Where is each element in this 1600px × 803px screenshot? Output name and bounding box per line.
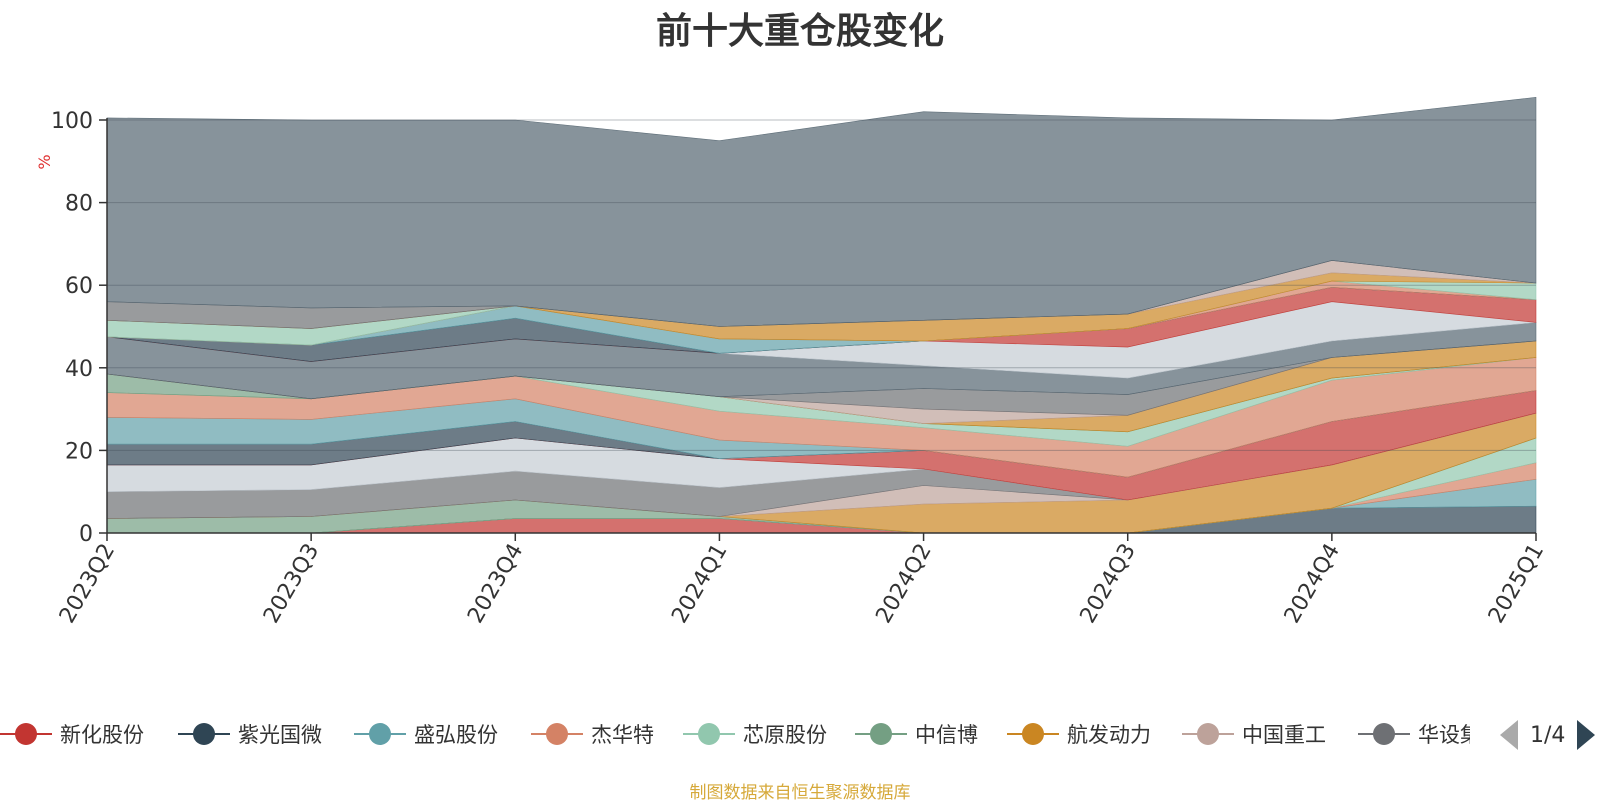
legend-item[interactable]: 中国重工 (1182, 716, 1326, 752)
y-axis-label: % (35, 154, 54, 169)
legend-swatch-icon (0, 723, 52, 745)
y-tick-label: 100 (51, 109, 93, 134)
stacked-area-chart: 0 20 40 60 80 100 2023Q2 2023Q3 2023Q4 2024Q1 2024… (35, 96, 1549, 628)
legend-page-indicator: 1/4 (1530, 722, 1566, 748)
legend-swatch-icon (1182, 723, 1234, 745)
legend-item[interactable]: 航发动力 (1007, 716, 1151, 752)
legend-label: 华设集团 (1418, 723, 1470, 747)
y-tick-label: 20 (65, 439, 93, 464)
legend-label: 中信博 (915, 723, 978, 747)
x-tick-label: 2023Q4 (463, 540, 528, 628)
area-series-29[interactable] (106, 96, 1537, 327)
legend-swatch-icon (1358, 723, 1410, 745)
area-layers (106, 96, 1537, 534)
x-tick-label: 2023Q3 (259, 540, 324, 628)
legend-swatch-icon (855, 723, 907, 745)
data-source-note: 制图数据来自恒生聚源数据库 (689, 783, 911, 803)
legend-label: 新化股份 (60, 723, 144, 747)
grid-lines (107, 119, 1536, 451)
x-tick-label: 2024Q4 (1280, 540, 1345, 628)
x-tick-label: 2025Q1 (1484, 540, 1549, 628)
legend-label: 紫光国微 (238, 723, 322, 747)
legend: 新化股份 紫光国微 盛弘股份 杰华特 芯原股份 中信博 航发动力 中国重工 华设集团 (0, 716, 1470, 752)
legend-label: 杰华特 (591, 723, 654, 747)
legend-item[interactable]: 新化股份 (0, 716, 144, 752)
y-tick-label: 0 (79, 522, 93, 547)
x-tick-label: 2023Q2 (55, 540, 120, 628)
legend-swatch-icon (1007, 723, 1059, 745)
legend-swatch-icon (178, 723, 230, 745)
chart-title: 前十大重仓股变化 (655, 11, 944, 52)
legend-next-arrow-icon[interactable] (1577, 720, 1596, 750)
y-tick-label: 40 (65, 357, 93, 382)
legend-label: 中国重工 (1242, 723, 1326, 747)
legend-swatch-icon (531, 723, 583, 745)
legend-label: 航发动力 (1067, 723, 1151, 747)
x-tick-label: 2024Q2 (871, 540, 936, 628)
legend-swatch-icon (683, 723, 735, 745)
y-tick-label: 80 (65, 192, 93, 217)
legend-item[interactable]: 盛弘股份 (354, 716, 498, 752)
y-tick-label: 60 (65, 274, 93, 299)
legend-pager: 1/4 (1500, 718, 1596, 752)
legend-prev-arrow-icon[interactable] (1500, 720, 1518, 750)
legend-item[interactable]: 杰华特 (531, 716, 654, 752)
legend-label: 盛弘股份 (414, 723, 498, 747)
legend-swatch-icon (354, 723, 406, 745)
legend-item[interactable]: 中信博 (855, 716, 978, 752)
legend-item[interactable]: 华设集团 (1358, 716, 1470, 752)
legend-item[interactable]: 芯原股份 (683, 716, 827, 752)
legend-label: 芯原股份 (743, 723, 827, 747)
x-tick-label: 2024Q1 (667, 540, 732, 628)
legend-item[interactable]: 紫光国微 (178, 716, 322, 752)
x-tick-label: 2024Q3 (1076, 540, 1141, 628)
